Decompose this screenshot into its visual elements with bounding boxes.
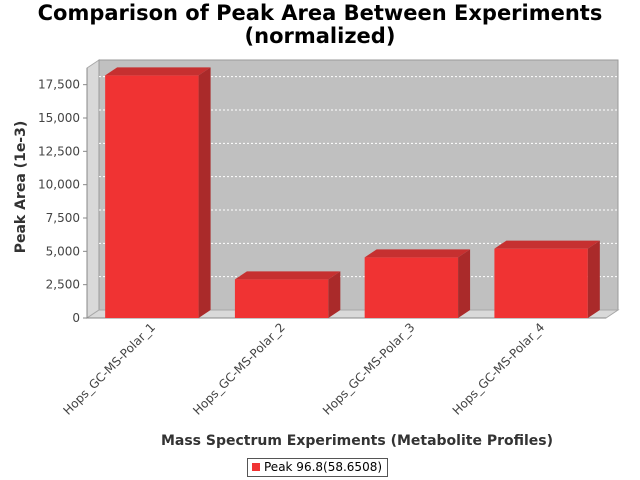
y-tick-label: 5,000 [46, 244, 80, 258]
bar-top [234, 271, 341, 280]
y-tick-label: 0 [72, 311, 80, 325]
x-category-label: Hops_GC-MS-Polar_1 [60, 320, 158, 418]
bar-side [328, 271, 341, 318]
bar-front [234, 279, 329, 318]
y-tick-label: 17,500 [38, 78, 80, 92]
y-tick-label: 12,500 [38, 144, 80, 158]
bar-side [198, 67, 211, 318]
chart-title: Comparison of Peak Area Between Experime… [0, 2, 640, 48]
x-axis-title: Mass Spectrum Experiments (Metabolite Pr… [161, 433, 553, 449]
x-axis-categories: Hops_GC-MS-Polar_1 Hops_GC-MS-Polar_2 Hops… [60, 320, 547, 418]
y-tick-label: 15,000 [38, 111, 80, 125]
bar-front [105, 75, 199, 318]
y-tick-label: 2,500 [46, 278, 80, 292]
y-tick-label: 7,500 [46, 211, 80, 225]
chart-title-main: Comparison of Peak Area Between Experime… [37, 1, 603, 25]
legend: Peak 96.8(58.6508) [247, 458, 389, 477]
bar-top [494, 240, 600, 249]
x-category-label: Hops_GC-MS-Polar_4 [450, 320, 548, 418]
bar-side [587, 240, 600, 318]
chart-subtitle: (normalized) [244, 24, 396, 48]
bar [105, 67, 211, 318]
bar-front [364, 257, 459, 318]
bar-front [494, 248, 588, 318]
x-category-label: Hops_GC-MS-Polar_2 [190, 320, 288, 418]
y-tick-label: 10,000 [38, 178, 80, 192]
y-axis-ticks: 0 2,500 5,000 7,500 10,000 12,500 15,000 17,500 [38, 78, 87, 325]
y-axis-title: Peak Area (1e-3) [13, 121, 29, 254]
plot-side-wall [86, 59, 100, 319]
bar [234, 271, 341, 318]
legend-swatch [252, 463, 260, 471]
bar-top [364, 249, 471, 258]
bar [364, 249, 471, 318]
x-category-label: Hops_GC-MS-Polar_3 [320, 320, 418, 418]
bar-side [458, 249, 471, 318]
bar-top [105, 67, 211, 76]
bars [105, 67, 600, 318]
bar [494, 240, 600, 318]
legend-label: Peak 96.8(58.6508) [264, 460, 383, 474]
